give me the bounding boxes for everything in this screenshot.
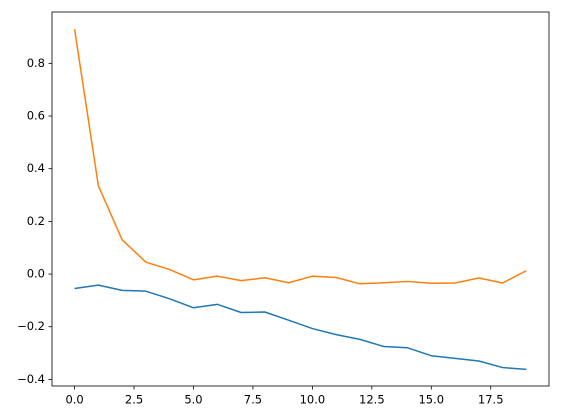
line bbox=[73, 29, 527, 285]
x-tick-label: 10.0 bbox=[300, 393, 326, 407]
x-tick-label: 7.5 bbox=[244, 393, 262, 407]
x-tick-label: 15.0 bbox=[418, 393, 444, 407]
x-tick-label: 0.0 bbox=[65, 393, 83, 407]
x-tick-label: 2.5 bbox=[125, 393, 143, 407]
x-tick-label: 5.0 bbox=[184, 393, 202, 407]
y-tick-label: 0.6 bbox=[27, 109, 45, 123]
y-tick-label: 0.8 bbox=[27, 56, 45, 70]
x-tick-label: 17.5 bbox=[478, 393, 504, 407]
y-tick-label: 0.0 bbox=[27, 267, 45, 281]
x-tick-label: 12.5 bbox=[359, 393, 385, 407]
y-tick-label: −0.2 bbox=[17, 319, 45, 333]
y-tick-label: 0.4 bbox=[27, 161, 45, 175]
line bbox=[74, 284, 527, 371]
y-tick-label: 0.2 bbox=[27, 214, 45, 228]
axes-frame bbox=[51, 11, 550, 387]
y-tick-label: −0.4 bbox=[17, 372, 45, 386]
